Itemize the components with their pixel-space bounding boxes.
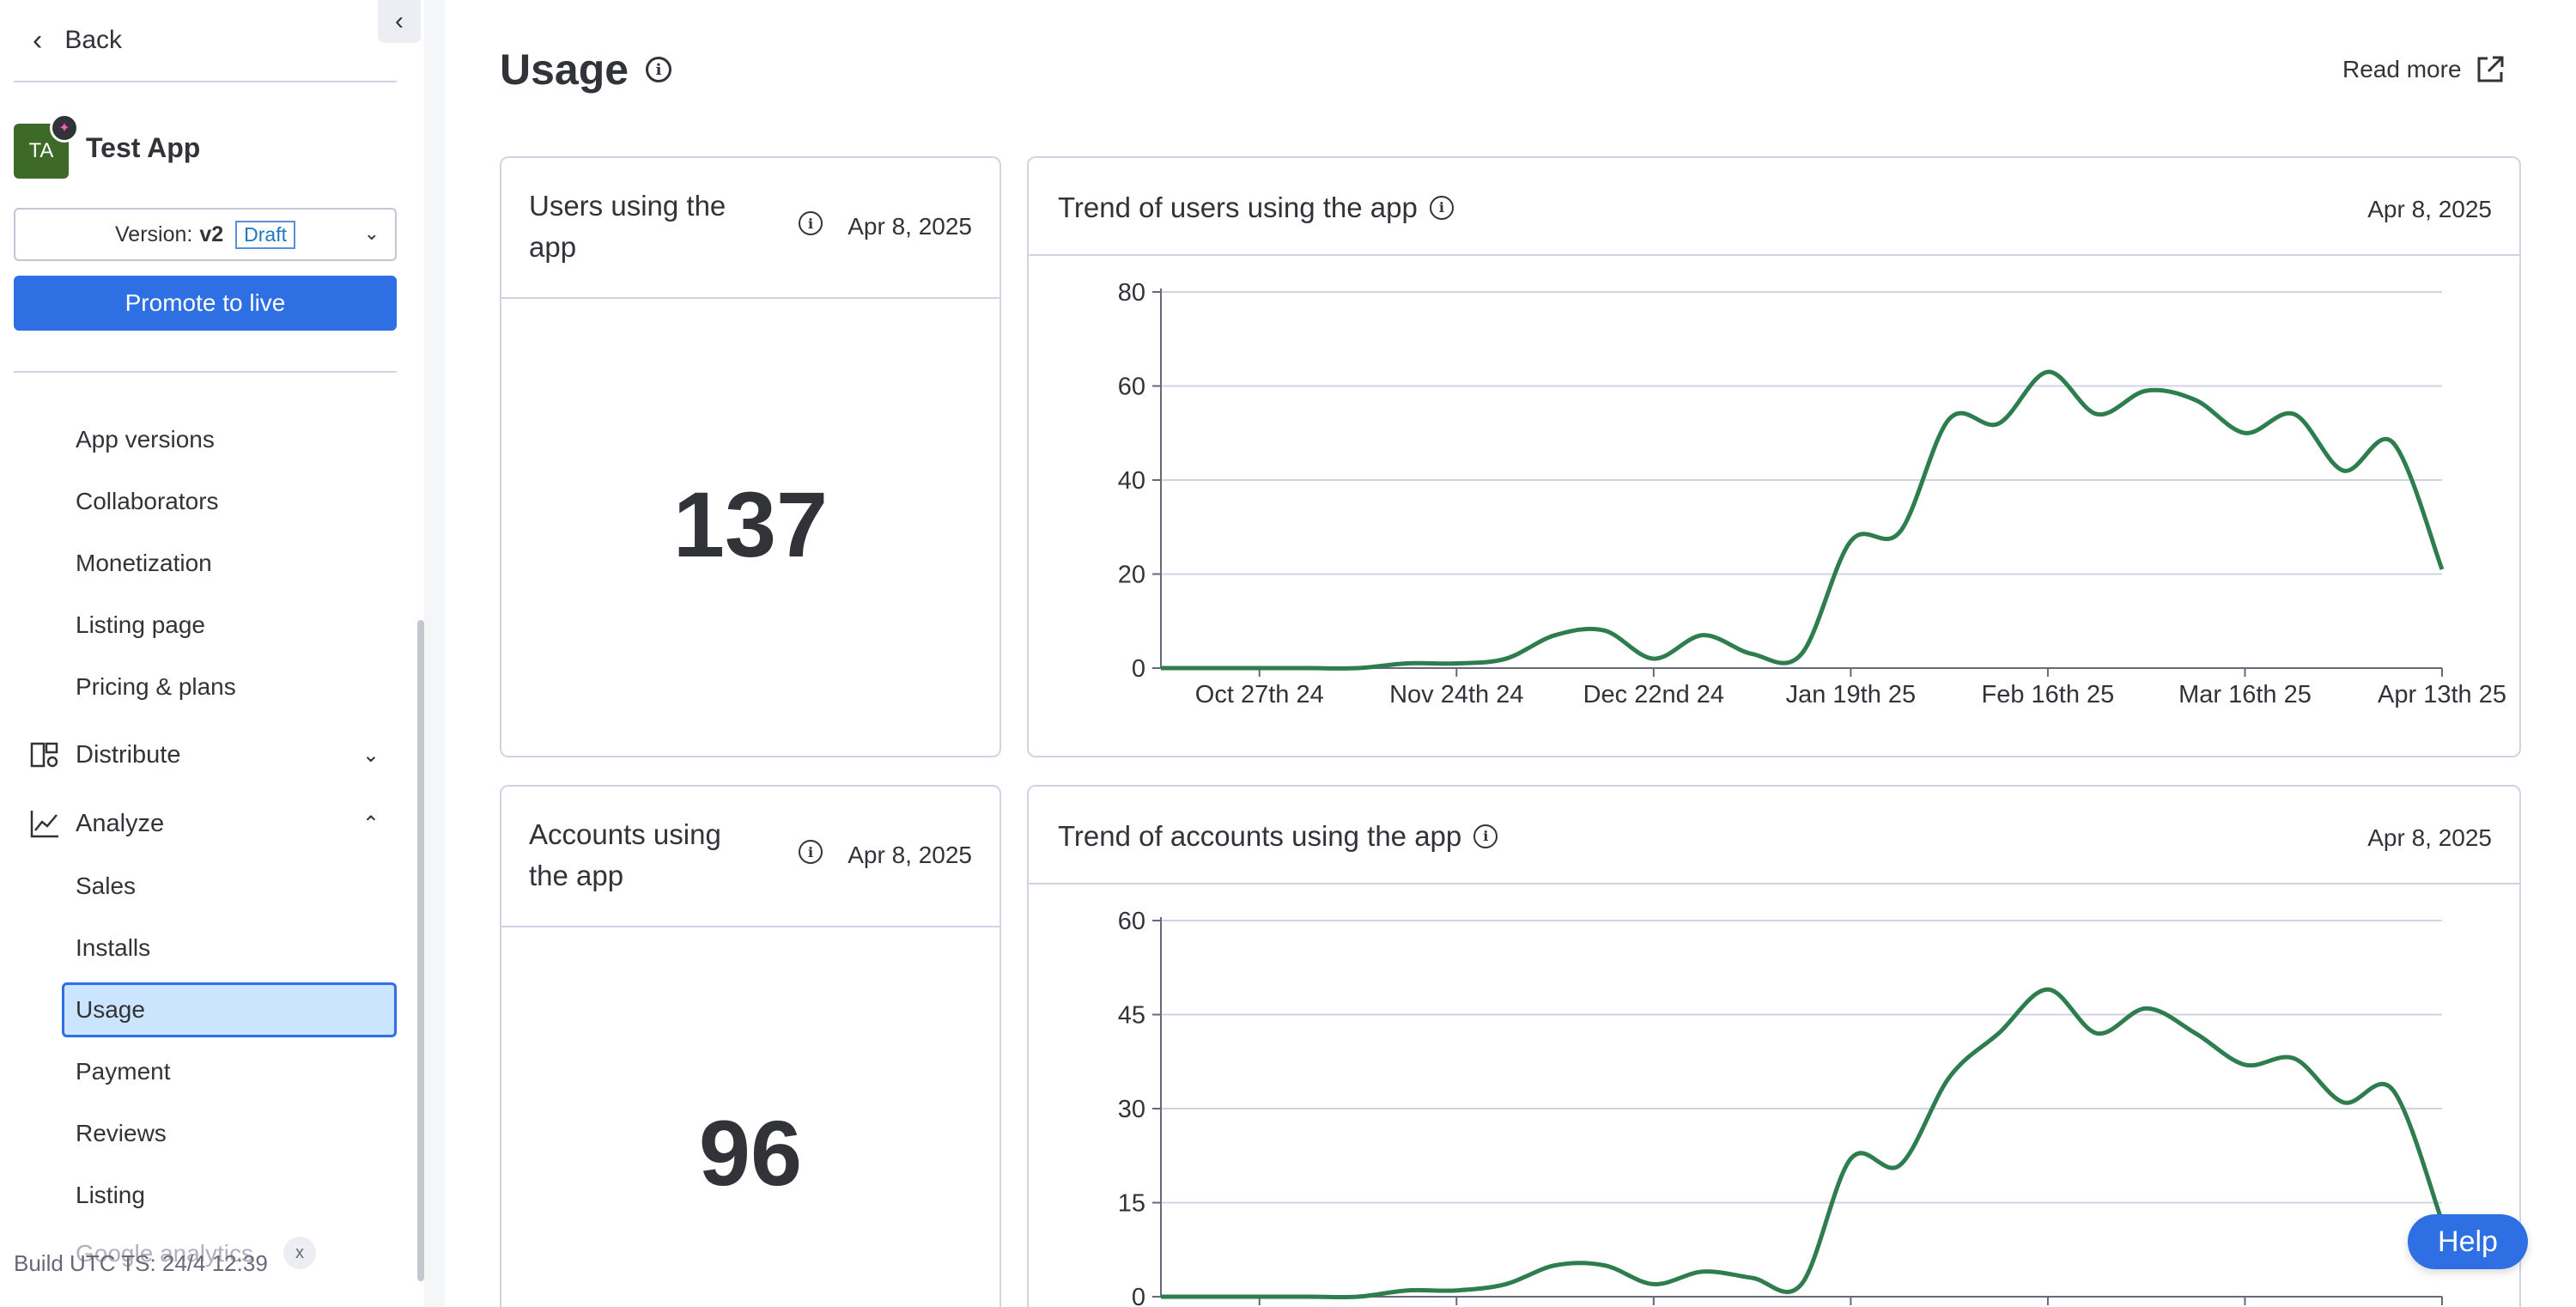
info-icon[interactable]: i: [1473, 824, 1498, 848]
users-trend-card: Trend of users using the app i Apr 8, 20…: [1027, 156, 2521, 757]
x-tick-label: Jan 19th 25: [1786, 681, 1917, 708]
sidebar-item-usage[interactable]: Usage: [76, 996, 145, 1023]
info-icon[interactable]: i: [799, 840, 823, 864]
card-header: [501, 787, 999, 927]
info-icon[interactable]: i: [646, 57, 672, 82]
info-icon[interactable]: i: [1429, 196, 1454, 220]
card-header: [501, 158, 999, 299]
x-tick-label: Feb 16th 25: [1982, 681, 2115, 708]
read-more-label: Read more: [2342, 56, 2462, 82]
info-icon[interactable]: i: [799, 211, 823, 235]
sidebar-item-monetization[interactable]: Monetization: [76, 550, 212, 576]
divider: [14, 371, 397, 373]
chevron-down-icon: ⌄: [361, 743, 380, 767]
y-tick-label: 60: [1118, 374, 1145, 401]
back-link[interactable]: ‹ Back: [33, 19, 122, 62]
card-title-text: Trend of accounts using the app: [1058, 820, 1462, 852]
x-tick-label: Mar 16th 25: [2178, 681, 2312, 708]
chevron-up-icon: ⌃: [361, 812, 380, 836]
sidebar-item-google-analytics[interactable]: Google analytics: [76, 1240, 254, 1267]
card-header: [1029, 787, 2519, 885]
help-button[interactable]: Help: [2408, 1214, 2528, 1269]
y-tick-label: 40: [1118, 467, 1145, 495]
y-tick-label: 60: [1118, 908, 1145, 935]
accounts-count-card: Accounts using the app i Apr 8, 2025 96: [500, 785, 1001, 1307]
users-trend-chart: 0 20 40 60 80 Oct 27th 24 Nov 24th 24 Dec 22nd …: [1118, 279, 2506, 708]
chart-line-icon: [27, 806, 62, 841]
sidebar: [0, 0, 424, 1307]
card-title-line: app: [529, 231, 577, 263]
app-name: Test App: [86, 132, 201, 163]
chevron-down-icon: ⌄: [363, 222, 380, 244]
chevron-left-icon: ‹: [395, 7, 404, 35]
card-date: Apr 8, 2025: [2367, 824, 2492, 851]
sidebar-section-distribute[interactable]: Distribute ⌄: [27, 733, 388, 776]
accounts-count-value: 96: [698, 1101, 803, 1205]
back-label: Back: [64, 26, 123, 54]
page-title: Usage i: [500, 45, 672, 94]
sidebar-item-app-versions[interactable]: App versions: [76, 426, 215, 453]
card-date: Apr 8, 2025: [848, 213, 972, 240]
y-tick-label: 80: [1118, 279, 1145, 307]
sidebar-gutter: [424, 0, 445, 1307]
sidebar-item-listing[interactable]: Listing: [76, 1182, 145, 1208]
sidebar-item-reviews[interactable]: Reviews: [76, 1120, 167, 1146]
sidebar-item-installs[interactable]: Installs: [76, 934, 151, 961]
users-count-card: Users using the app i Apr 8, 2025 137: [500, 156, 1001, 757]
active-item-highlight: [62, 982, 397, 1037]
sidebar-item-pricing-plans[interactable]: Pricing & plans: [76, 673, 236, 700]
users-count-value: 137: [672, 472, 829, 576]
sidebar-item-sales[interactable]: Sales: [76, 872, 137, 899]
card-title: Trend of accounts using the app i: [1058, 816, 1498, 857]
analyze-label: Analyze: [76, 809, 165, 837]
x-tick-label: Nov 24th 24: [1389, 681, 1523, 708]
card-title: Accounts using the app: [529, 814, 721, 897]
card-header: [1029, 158, 2519, 256]
version-value: v2: [199, 222, 224, 246]
y-tick-label: 0: [1132, 1284, 1145, 1307]
read-more-link[interactable]: Read more: [2342, 55, 2505, 84]
card-title-text: Trend of users using the app: [1058, 191, 1418, 223]
sidebar-item-collaborators[interactable]: Collaborators: [76, 488, 219, 514]
card-date: Apr 8, 2025: [848, 842, 972, 868]
divider: [14, 81, 397, 82]
sidebar-scrollbar[interactable]: [417, 620, 424, 1281]
distribute-label: Distribute: [76, 740, 181, 769]
close-icon[interactable]: x: [283, 1237, 316, 1269]
distribute-icon: [27, 738, 62, 772]
draft-badge: Draft: [235, 220, 295, 249]
card-title-line: Accounts using: [529, 818, 721, 850]
collapse-sidebar-button[interactable]: ‹: [378, 0, 421, 43]
app-badge-icon: ✦: [50, 113, 79, 143]
page-title-text: Usage: [500, 46, 629, 94]
x-tick-label: Apr 13th 25: [2378, 681, 2506, 708]
build-info: Build UTC TS: 24/4 12:39: [14, 1250, 268, 1276]
x-tick-label: Oct 27th 24: [1195, 681, 1324, 708]
accounts-trend-card: Trend of accounts using the app i Apr 8,…: [1027, 785, 2521, 1307]
accounts-trend-chart: 0 15 30 45 60: [1118, 908, 2445, 1307]
sidebar-item-payment[interactable]: Payment: [76, 1058, 171, 1085]
version-select[interactable]: Version: v2 Draft ⌄: [14, 208, 397, 261]
series-line: [1161, 987, 2445, 1300]
chevron-left-icon: ‹: [33, 23, 43, 57]
card-title: Users using the app: [529, 185, 726, 268]
x-tick-label: Dec 22nd 24: [1583, 681, 1724, 708]
sidebar-section-analyze[interactable]: Analyze ⌃: [27, 802, 388, 845]
promote-to-live-button[interactable]: Promote to live: [14, 276, 397, 331]
sidebar-item-listing-page[interactable]: Listing page: [76, 611, 206, 638]
series-line: [1161, 369, 2445, 671]
card-date: Apr 8, 2025: [2367, 196, 2492, 222]
y-tick-label: 15: [1118, 1190, 1145, 1218]
card-title-line: Users using the: [529, 190, 726, 222]
y-tick-label: 45: [1118, 1002, 1145, 1030]
card-title-line: the app: [529, 860, 624, 891]
y-tick-label: 20: [1118, 562, 1145, 589]
y-tick-label: 30: [1118, 1096, 1145, 1123]
version-label: Version:: [115, 222, 193, 246]
y-tick-label: 0: [1132, 655, 1145, 683]
external-link-icon: [2477, 56, 2504, 82]
card-title: Trend of users using the app i: [1058, 187, 1454, 228]
